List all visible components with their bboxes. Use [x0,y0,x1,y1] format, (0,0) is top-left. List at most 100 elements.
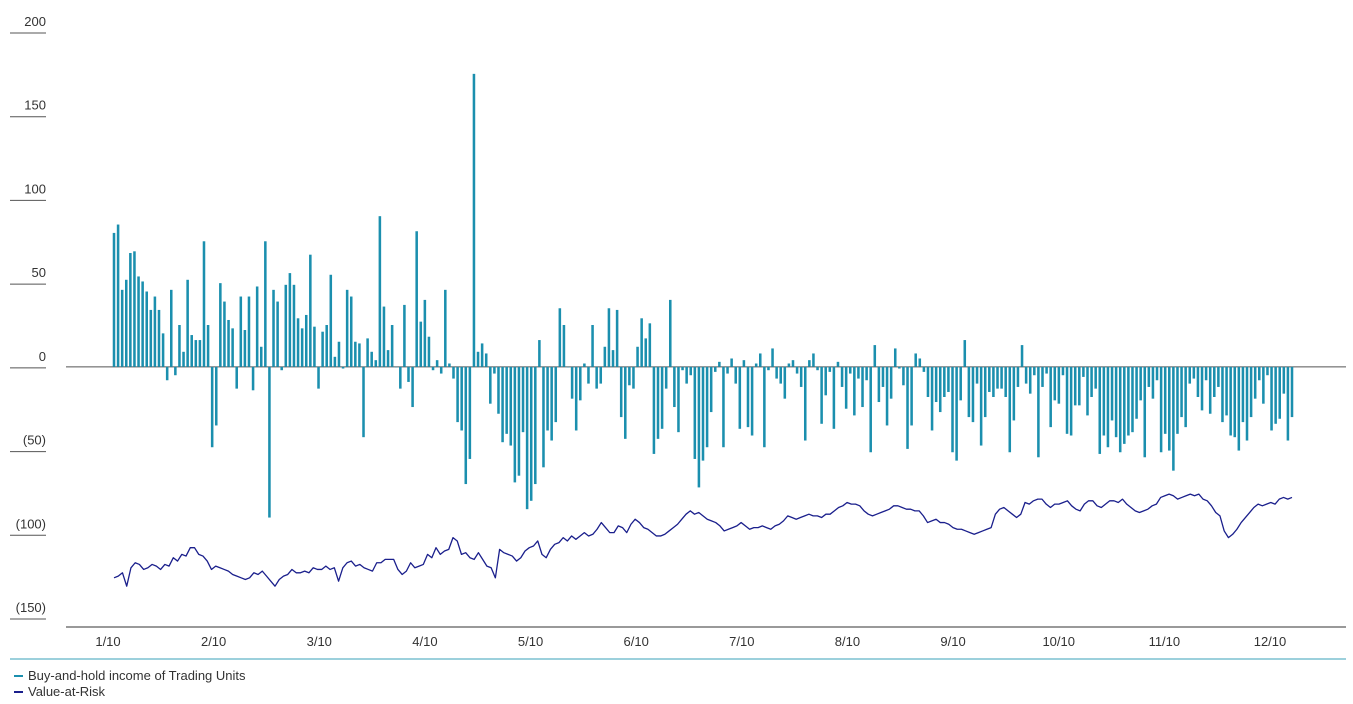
income-bar [1159,366,1163,453]
income-bar [1057,366,1061,404]
income-bar [1139,366,1142,401]
income-bar [746,366,750,428]
income-bar [366,338,369,367]
income-bar [1106,366,1110,448]
income-bar [824,366,827,396]
income-bar [153,296,157,367]
income-bar [235,366,238,389]
income-bar [1208,366,1212,414]
income-bar [1110,366,1114,421]
income-bar [546,366,549,431]
income-bar [922,366,926,372]
income-bar [464,366,468,485]
income-bar [689,366,692,376]
legend-label-income: Buy-and-hold income of Trading Units [28,668,246,683]
income-bar [358,343,361,367]
income-bar [1147,366,1151,387]
income-bar [497,366,500,414]
y-tick-label: (150) [16,600,46,615]
income-bar [439,366,443,374]
income-bar [881,366,885,387]
income-bar [165,366,169,381]
income-bar [1073,366,1077,406]
y-tick-label: 100 [24,181,46,196]
income-bar [157,309,161,367]
x-axis: 1/10 2/10 3/10 4/10 5/10 6/10 7/10 8/10 9/10 10/1… [10,626,1346,660]
income-bar [251,366,255,391]
income-bar [1192,366,1196,379]
income-bar [803,366,807,441]
income-bar [161,333,165,367]
var-line [113,493,1293,587]
income-bar [341,366,345,369]
y-axis: 200 150 100 50 0 (50) (100) (150) [10,14,1346,620]
income-bar [542,366,545,468]
income-bar [763,366,766,448]
income-bar [1114,366,1118,438]
x-tick-label: 5/10 [518,634,543,649]
x-tick-label: 6/10 [624,634,649,649]
income-bar [1217,366,1220,387]
income-bar [313,326,316,367]
x-tick-label: 10/10 [1042,634,1075,649]
income-bar [791,360,795,367]
income-bar [456,366,459,423]
income-bar [701,366,705,461]
income-bar [202,241,206,367]
income-bar [116,224,120,367]
income-bar [1008,366,1012,453]
income-bar [583,363,586,367]
income-bar [673,366,676,408]
income-bar [967,366,971,418]
income-bar [309,254,312,367]
income-bar [595,366,598,389]
income-bar [137,276,140,367]
income-bar [280,366,283,371]
income-bar [1176,366,1179,434]
income-bar [1131,366,1134,433]
income-bar [362,366,365,438]
income-bar [513,366,517,483]
income-bar [1016,366,1020,387]
income-bar [243,330,247,367]
income-bar [734,366,737,384]
income-bar [1098,366,1102,454]
income-bar [853,366,856,416]
income-bar [1078,366,1081,406]
income-bar [1123,366,1126,444]
income-bar [505,366,508,434]
income-bar [1213,366,1216,397]
income-bar [529,366,533,501]
income-bar [1225,366,1228,416]
income-bar [832,366,836,429]
income-bar [1253,366,1257,399]
income-bar [174,366,177,376]
income-bar [337,341,341,367]
income-bar [988,366,991,392]
income-bar [812,353,815,367]
income-bar [1065,366,1069,434]
income-bar [1270,366,1273,431]
income-bar [889,366,893,399]
income-bar [1196,366,1200,397]
income-bar [223,301,226,367]
income-bar [599,366,603,384]
income-bar [963,340,967,367]
legend-swatch-var [14,691,23,693]
income-bar [959,366,962,401]
income-bar [198,340,202,367]
income-bar [558,308,562,367]
income-bar [615,309,619,367]
income-bar [129,253,132,367]
income-bar [971,366,975,423]
income-bar [681,366,684,371]
x-tick-label: 3/10 [307,634,332,649]
income-bar [1286,366,1290,441]
income-bar [1000,366,1003,389]
income-bar [648,323,652,367]
income-bar [333,356,337,367]
income-bar [382,306,386,367]
income-bar [194,340,198,367]
income-bar [943,366,946,397]
